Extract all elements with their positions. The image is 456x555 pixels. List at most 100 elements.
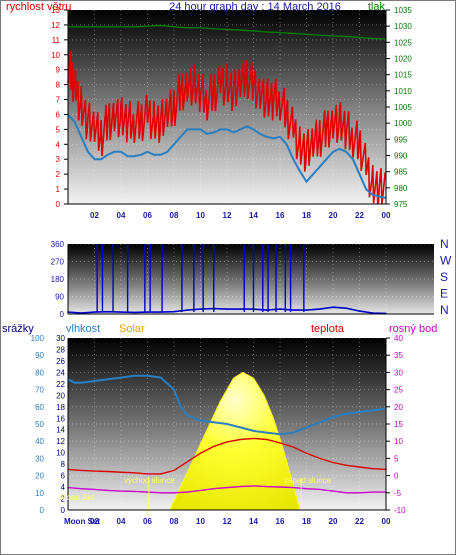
humidity-y-tick-label: 90 [35,351,44,360]
wind_avg-point [127,155,129,157]
temp-x-tick-label: 08 [170,517,179,526]
solar-y-tick-label: 12 [56,437,65,446]
wind-direction-point [107,310,109,313]
humidity-y-tick-label: 70 [35,386,44,395]
pressure-point [186,27,188,29]
humidity-y-tick-label: 30 [35,454,44,463]
pressure-point [226,28,228,30]
wind-direction-point [93,311,96,313]
wind-y-tick-label: 12 [51,21,60,30]
dewpoint-point [332,490,334,492]
wind_gust-point [319,136,321,138]
wind_avg-point [140,154,142,156]
moon-set-axis-label: Moon Set [64,517,100,526]
humidity-y-tick-label: 50 [35,420,44,429]
humidity-point [252,430,255,432]
wind_gust-point [226,84,228,86]
temperature-point [80,469,82,472]
pressure-point [239,29,241,31]
temp-y-tick-label: 25 [394,386,403,395]
wind-direction-point [372,312,374,314]
compass-letter: N [440,303,449,317]
temperature-point [93,470,96,472]
wind_gust-point [186,84,188,86]
solar-y-tick-label: 14 [56,426,65,435]
pressure-point [319,34,321,36]
solar-y-tick-label: 18 [56,403,65,412]
temperature-point [345,464,347,466]
pressure-point [358,36,361,39]
temp-x-tick-label: 04 [117,517,126,526]
wind-direction-point [226,308,228,310]
temperature-point [107,470,109,473]
wind-x-tick-label: 10 [196,211,205,220]
pressure-point [305,33,308,35]
humidity-point [180,406,182,408]
pressure-point [146,25,149,27]
temp-y-tick-label: 30 [394,368,403,377]
dewpoint-point [146,491,149,493]
temperature-point [133,472,135,474]
wind_avg-point [292,158,294,160]
wind_avg-point [272,137,274,139]
wind-direction-point [319,308,321,310]
wind_gust-point [160,121,162,123]
wind_gust-point [299,146,301,148]
humidity-y-tick-label: 80 [35,368,44,377]
wind-y-tick-label: 8 [56,81,61,90]
humidity-y-tick-label: 10 [35,489,44,498]
wind_avg-point [286,143,288,145]
direction-y-tick-label: 360 [51,240,65,249]
humidity-y-tick-label: 0 [40,506,45,515]
temp-y-tick-label: 0 [394,472,399,481]
temperature-label: teplota [311,323,345,335]
wind-y-tick-label: 3 [56,155,61,164]
wind-x-tick-label: 06 [143,211,152,220]
pressure-label: tlak [368,1,386,13]
pressure-point [266,31,268,33]
solar-y-tick-label: 26 [56,357,65,366]
wind_gust-point [93,128,96,130]
temperature-point [199,452,202,454]
compass-letter: E [440,287,448,301]
moonset-annotation: Moon Set [60,493,95,502]
wind-direction-point [160,311,162,313]
wind_gust-point [100,136,102,138]
wind-y-tick-label: 0 [56,200,61,209]
wind-y-tick-label: 9 [56,66,61,75]
wind_avg-point [279,136,281,138]
solar-y-tick-label: 10 [56,449,65,458]
pressure-y-tick-label: 975 [394,200,408,209]
wind-direction-point [266,309,268,311]
wind-x-tick-label: 02 [90,211,99,220]
wind_gust-point [259,91,261,93]
wind_gust-point [87,121,89,123]
wind_avg-point [80,136,82,138]
pressure-y-tick-label: 1025 [394,38,412,47]
compass-letter: W [440,254,452,268]
wind-x-tick-label: 20 [329,211,338,220]
wind_gust-point [339,121,341,123]
wind-direction-point [80,312,82,314]
pressure-y-tick-label: 990 [394,152,408,161]
wind-x-tick-label: 14 [249,211,258,220]
wind_avg-point [206,133,208,135]
wind_avg-point [339,148,341,150]
wind-y-tick-label: 6 [56,110,61,119]
wind_avg-point [87,151,89,153]
direction-plot-background [68,244,434,314]
wind_avg-point [372,194,374,196]
humidity-point [133,375,135,377]
temp-x-tick-label: 02 [90,517,99,526]
wind_gust-point [146,113,149,116]
pressure-y-tick-label: 1030 [394,22,412,31]
wind_gust-point [279,98,281,101]
wind_gust-point [312,143,314,145]
wind_gust-point [153,121,155,123]
wind_avg-point [252,128,255,130]
wind-y-tick-label: 5 [56,125,61,134]
pressure-y-tick-label: 1020 [394,55,412,64]
wind-direction-point [345,307,347,309]
solar-y-tick-label: 30 [56,334,65,343]
